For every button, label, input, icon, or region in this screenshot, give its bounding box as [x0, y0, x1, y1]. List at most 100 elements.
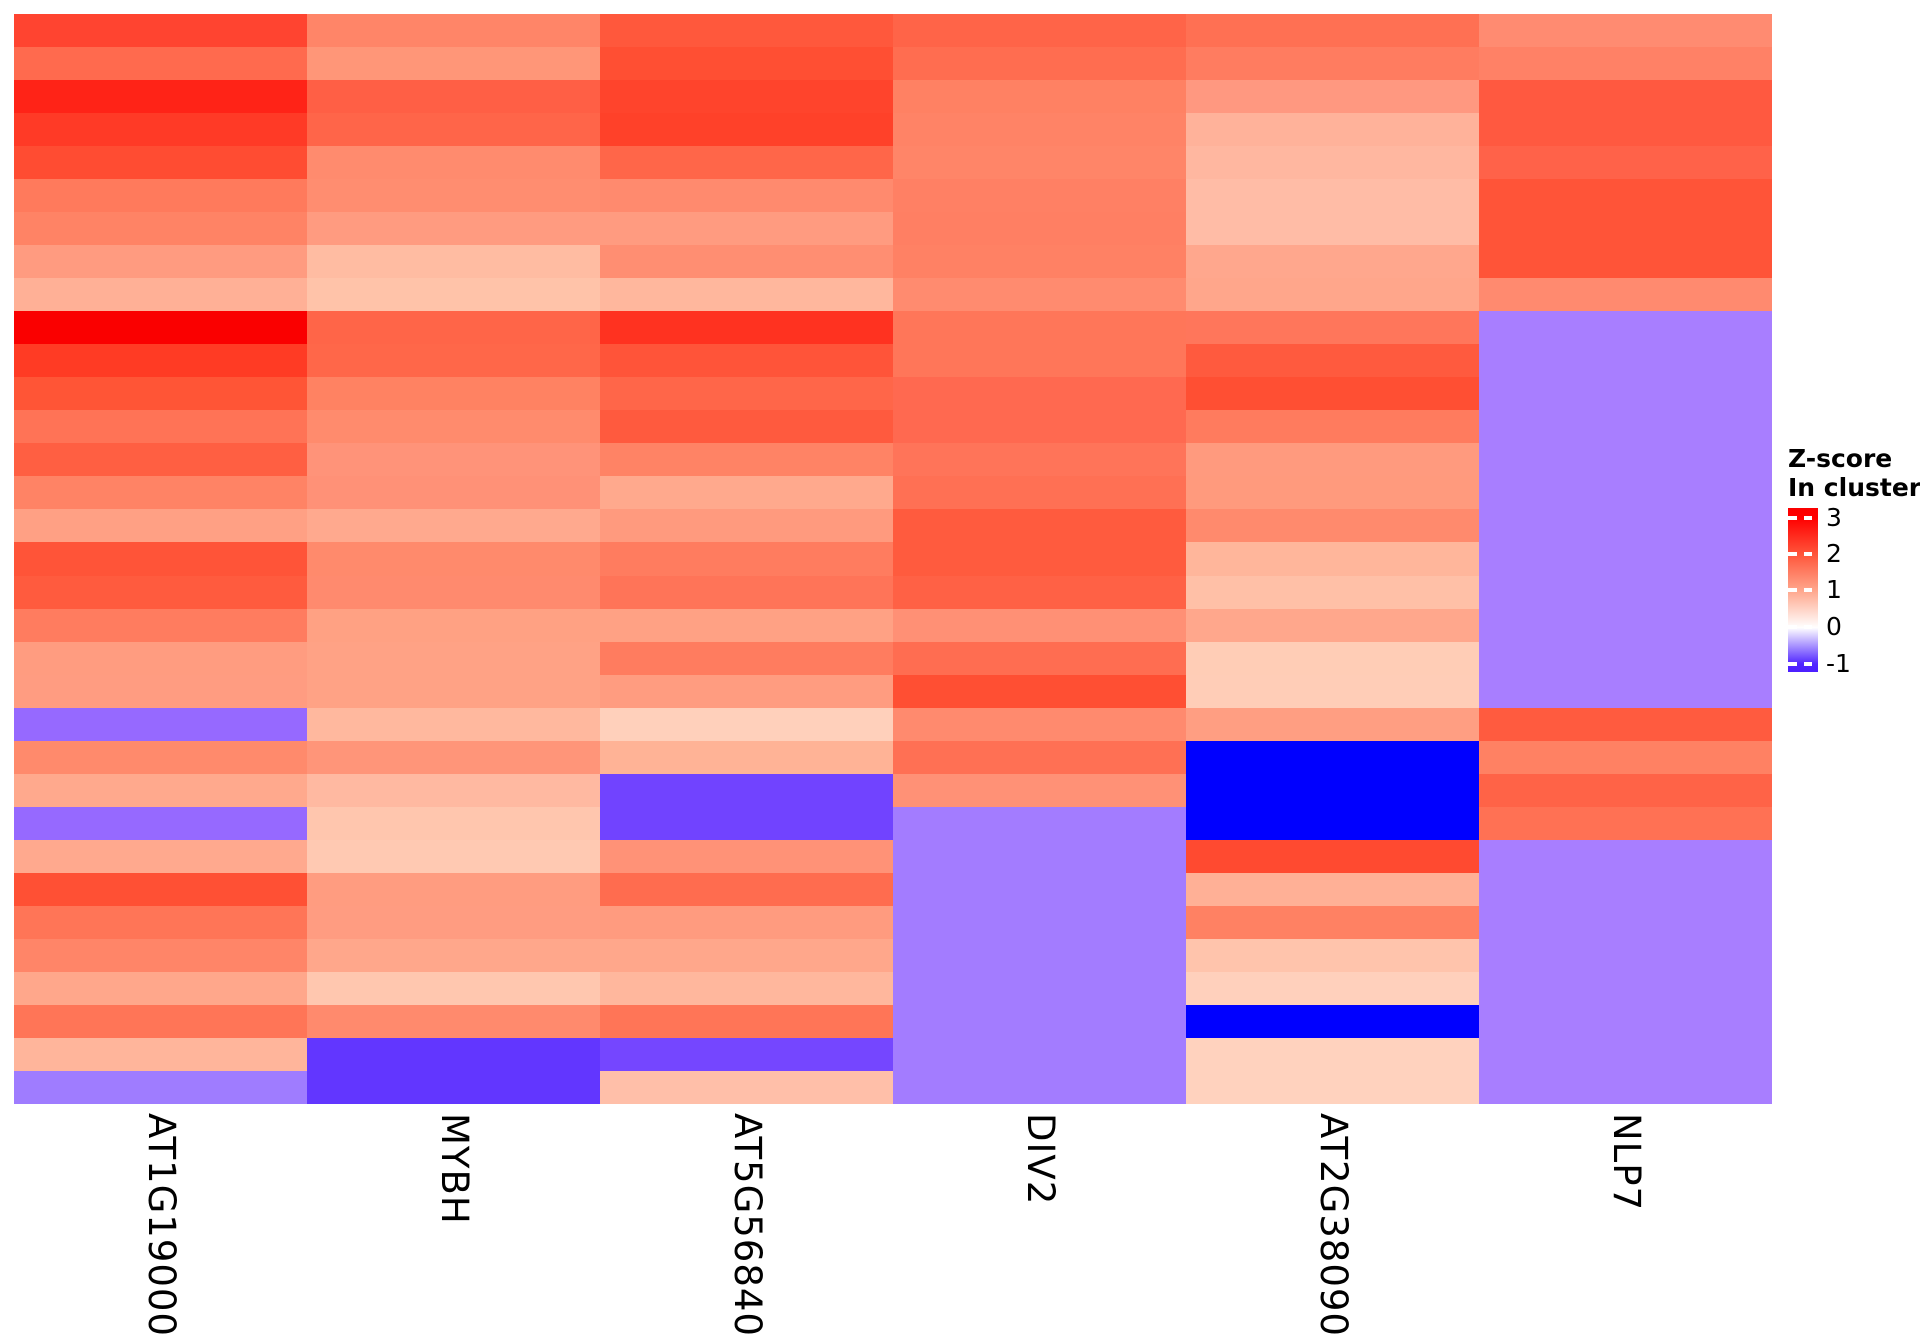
heatmap-cell-r20-AT2G38090	[1186, 641, 1479, 675]
legend-tick-label-1: 1	[1826, 575, 1842, 604]
heatmap-cell-r2-AT2G38090	[1186, 47, 1479, 81]
heatmap-cell-r30-NLP7	[1479, 971, 1772, 1005]
heatmap-cell-r13-DIV2	[893, 410, 1186, 444]
heatmap-cell-r15-NLP7	[1479, 476, 1772, 510]
heatmap-cell-r18-AT1G19000	[14, 575, 307, 609]
heatmap-cell-r11-AT2G38090	[1186, 344, 1479, 378]
heatmap-cell-r5-AT5G56840	[600, 146, 893, 180]
heatmap-cell-r32-DIV2	[893, 1037, 1186, 1071]
heatmap-cell-r29-NLP7	[1479, 938, 1772, 972]
heatmap-cell-r16-MYBH	[307, 509, 600, 543]
heatmap-cell-r22-NLP7	[1479, 707, 1772, 741]
heatmap-grid	[14, 14, 1772, 1104]
heatmap-cell-r5-AT1G19000	[14, 146, 307, 180]
heatmap-cell-r13-AT2G38090	[1186, 410, 1479, 444]
heatmap-cell-r21-DIV2	[893, 674, 1186, 708]
heatmap-cell-r11-AT5G56840	[600, 344, 893, 378]
heatmap-cell-r16-AT2G38090	[1186, 509, 1479, 543]
heatmap-cell-r6-AT2G38090	[1186, 179, 1479, 213]
heatmap-cell-r24-MYBH	[307, 773, 600, 807]
heatmap-cell-r33-DIV2	[893, 1070, 1186, 1104]
heatmap-cell-r17-DIV2	[893, 542, 1186, 576]
heatmap-cell-r19-NLP7	[1479, 608, 1772, 642]
heatmap-cell-r18-AT5G56840	[600, 575, 893, 609]
heatmap-cell-r20-AT1G19000	[14, 641, 307, 675]
heatmap-cell-r3-AT1G19000	[14, 80, 307, 114]
heatmap-cell-r11-MYBH	[307, 344, 600, 378]
heatmap-cell-r16-NLP7	[1479, 509, 1772, 543]
heatmap-cell-r5-AT2G38090	[1186, 146, 1479, 180]
heatmap-cell-r9-MYBH	[307, 278, 600, 312]
legend-tick-dash-1	[1788, 588, 1797, 592]
heatmap-cell-r6-NLP7	[1479, 179, 1772, 213]
heatmap-cell-r21-MYBH	[307, 674, 600, 708]
heatmap-cell-r31-NLP7	[1479, 1004, 1772, 1038]
heatmap-cell-r21-AT5G56840	[600, 674, 893, 708]
heatmap-cell-r8-AT5G56840	[600, 245, 893, 279]
legend-tick-dash-0	[1788, 625, 1797, 629]
heatmap-cell-r23-NLP7	[1479, 740, 1772, 774]
heatmap-cell-r4-DIV2	[893, 113, 1186, 147]
heatmap-cell-r31-AT2G38090	[1186, 1004, 1479, 1038]
heatmap-cell-r24-AT1G19000	[14, 773, 307, 807]
heatmap-cell-r8-AT2G38090	[1186, 245, 1479, 279]
heatmap-cell-r30-AT2G38090	[1186, 971, 1479, 1005]
heatmap-cell-r22-AT5G56840	[600, 707, 893, 741]
legend-tick-dash--1	[1804, 662, 1812, 666]
heatmap-cell-r9-DIV2	[893, 278, 1186, 312]
heatmap-cell-r11-DIV2	[893, 344, 1186, 378]
heatmap-cell-r33-MYBH	[307, 1070, 600, 1104]
heatmap-cell-r31-AT1G19000	[14, 1004, 307, 1038]
heatmap-cell-r11-AT1G19000	[14, 344, 307, 378]
column-label-AT2G38090: AT2G38090	[1312, 1113, 1355, 1337]
heatmap-cell-r26-NLP7	[1479, 839, 1772, 873]
heatmap-cell-r10-AT5G56840	[600, 311, 893, 345]
heatmap-cell-r18-NLP7	[1479, 575, 1772, 609]
heatmap-cell-r18-AT2G38090	[1186, 575, 1479, 609]
heatmap-cell-r3-MYBH	[307, 80, 600, 114]
heatmap-cell-r23-DIV2	[893, 740, 1186, 774]
heatmap-cell-r15-AT5G56840	[600, 476, 893, 510]
heatmap-cell-r3-AT2G38090	[1186, 80, 1479, 114]
heatmap-cell-r23-AT1G19000	[14, 740, 307, 774]
heatmap-cell-r7-AT1G19000	[14, 212, 307, 246]
heatmap-cell-r28-MYBH	[307, 905, 600, 939]
heatmap-cell-r14-AT2G38090	[1186, 443, 1479, 477]
heatmap-cell-r28-AT2G38090	[1186, 905, 1479, 939]
legend-tick-dash--1	[1788, 662, 1797, 666]
heatmap-cell-r7-DIV2	[893, 212, 1186, 246]
heatmap-cell-r30-DIV2	[893, 971, 1186, 1005]
column-label-MYBH: MYBH	[433, 1113, 476, 1225]
heatmap-cell-r33-AT5G56840	[600, 1070, 893, 1104]
heatmap-cell-r9-NLP7	[1479, 278, 1772, 312]
heatmap-cell-r14-DIV2	[893, 443, 1186, 477]
heatmap-cell-r30-MYBH	[307, 971, 600, 1005]
heatmap-cell-r17-AT1G19000	[14, 542, 307, 576]
heatmap-cell-r27-AT1G19000	[14, 872, 307, 906]
heatmap-cell-r4-NLP7	[1479, 113, 1772, 147]
heatmap-cell-r14-NLP7	[1479, 443, 1772, 477]
heatmap-cell-r28-AT1G19000	[14, 905, 307, 939]
heatmap-cell-r27-MYBH	[307, 872, 600, 906]
heatmap-cell-r10-NLP7	[1479, 311, 1772, 345]
legend-tick-dash-3	[1804, 516, 1812, 520]
heatmap-cell-r4-MYBH	[307, 113, 600, 147]
heatmap-cell-r32-AT1G19000	[14, 1037, 307, 1071]
heatmap-cell-r24-AT2G38090	[1186, 773, 1479, 807]
heatmap-cell-r14-MYBH	[307, 443, 600, 477]
heatmap-cell-r7-MYBH	[307, 212, 600, 246]
heatmap-cell-r22-MYBH	[307, 707, 600, 741]
heatmap-cell-r30-AT5G56840	[600, 971, 893, 1005]
heatmap-cell-r28-DIV2	[893, 905, 1186, 939]
heatmap-cell-r2-DIV2	[893, 47, 1186, 81]
heatmap-cell-r29-AT5G56840	[600, 938, 893, 972]
heatmap-cell-r5-MYBH	[307, 146, 600, 180]
heatmap-cell-r15-AT2G38090	[1186, 476, 1479, 510]
heatmap-cell-r29-MYBH	[307, 938, 600, 972]
heatmap-cell-r21-AT2G38090	[1186, 674, 1479, 708]
heatmap-cell-r32-AT2G38090	[1186, 1037, 1479, 1071]
heatmap-cell-r5-DIV2	[893, 146, 1186, 180]
column-label-DIV2: DIV2	[1019, 1113, 1062, 1206]
heatmap-cell-r33-AT1G19000	[14, 1070, 307, 1104]
heatmap-cell-r15-DIV2	[893, 476, 1186, 510]
